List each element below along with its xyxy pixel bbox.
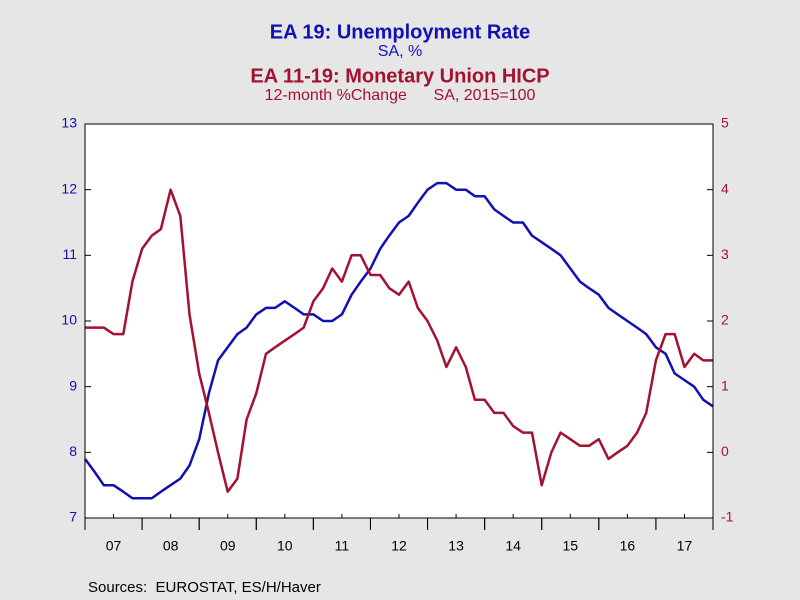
x-tick-label: 14 [505,538,521,554]
chart-title: EA 19: Unemployment Rate [270,21,530,43]
chart-subtitle: SA, % [378,43,422,60]
plot-area [85,124,713,518]
y2-tick-label: 4 [721,180,729,196]
x-tick-label: 17 [677,538,693,554]
series-line [85,188,713,493]
y2-tick-label: 3 [721,246,729,262]
y2-tick-label: 1 [721,377,729,393]
y2-tick-label: -1 [721,509,734,525]
x-tick-label: 16 [620,538,636,554]
y-tick-label: 12 [61,180,77,196]
y-tick-label: 13 [61,115,77,131]
x-tick-label: 11 [335,538,350,554]
y-tick-label: 7 [69,509,77,525]
x-tick-label: 12 [391,538,407,554]
x-tick-label: 10 [277,538,293,554]
series-line [83,181,714,500]
y2-tick-label: 5 [721,115,729,131]
y2-tick-label: 2 [721,312,729,328]
x-tick-label: 15 [562,538,578,554]
x-tick-label: 07 [106,538,122,554]
source-note: Sources: EUROSTAT, ES/H/Haver [88,579,321,596]
x-tick-label: 08 [163,538,179,554]
plot-frame [84,123,714,519]
y-tick-label: 8 [69,443,77,459]
x-tick-label: 09 [220,538,236,554]
y-tick-label: 10 [61,312,77,328]
y-tick-label: 9 [69,377,77,393]
y2-tick-label: 0 [721,443,729,459]
chart-title-2: EA 11-19: Monetary Union HICP [250,65,549,87]
y-tick-label: 11 [62,246,77,262]
chart-subtitle-2: 12-month %Change SA, 2015=100 [265,87,536,104]
x-tick-label: 13 [448,538,464,554]
